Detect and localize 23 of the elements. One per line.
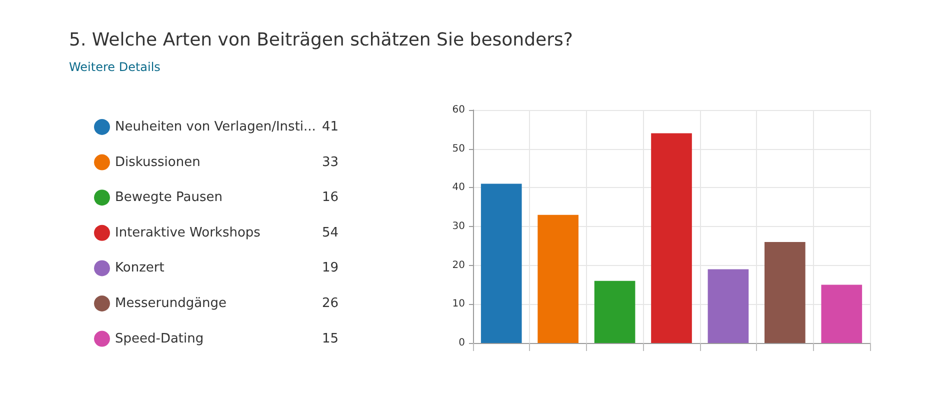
legend-label: Neuheiten von Verlagen/Insti... bbox=[115, 120, 316, 134]
text: 41 bbox=[322, 120, 339, 134]
text: 16 bbox=[322, 190, 339, 206]
text: 33 bbox=[322, 154, 339, 170]
y-tick-label: 0 bbox=[458, 338, 465, 348]
legend-label: Speed-Dating bbox=[115, 331, 204, 346]
y-tick-label: 40 bbox=[452, 182, 465, 194]
text: 19 bbox=[322, 260, 339, 276]
legend-label: Diskussionen bbox=[115, 154, 200, 170]
legend-label: Konzert bbox=[115, 260, 164, 276]
text: Weitere Details bbox=[69, 60, 160, 74]
y-tick-label: 60 bbox=[452, 104, 465, 116]
legend-label: Interaktive Workshops bbox=[115, 225, 261, 240]
legend-label: Messerundgänge bbox=[115, 296, 227, 311]
text: 26 bbox=[322, 296, 339, 311]
legend-label: Bewegte Pausen bbox=[115, 190, 222, 206]
y-tick-label: 20 bbox=[452, 260, 465, 271]
text: 15 bbox=[322, 331, 339, 346]
y-tick-label: 10 bbox=[452, 298, 465, 310]
text: 54 bbox=[322, 225, 339, 240]
y-tick-label: 30 bbox=[452, 221, 465, 232]
text: 5. Welche Arten von Beiträgen schätzen Sie besonders? bbox=[69, 30, 573, 50]
y-tick-label: 50 bbox=[452, 143, 465, 154]
